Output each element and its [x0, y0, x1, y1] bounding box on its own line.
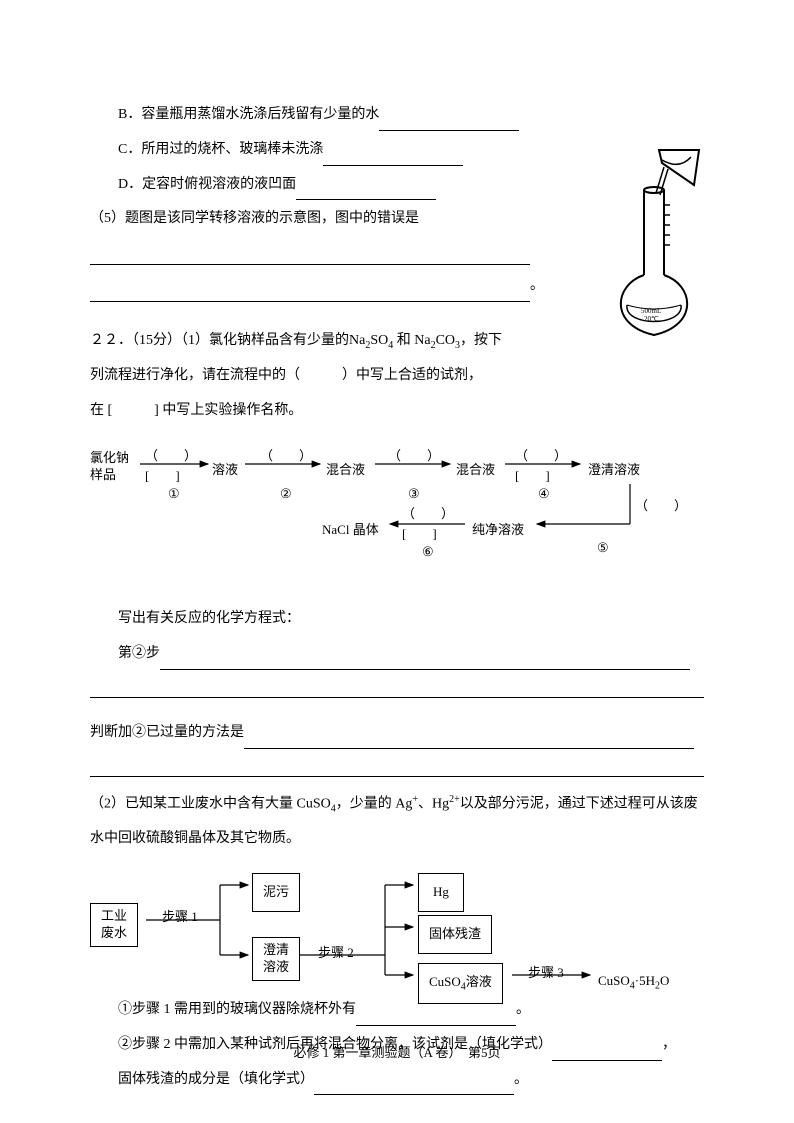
flow-start: 氯化钠样品: [90, 450, 129, 484]
cr2: ·5H: [635, 973, 655, 988]
spacer-2: [90, 702, 704, 718]
p2c: 、Hg: [418, 796, 449, 811]
sq1b: 。: [516, 1002, 530, 1017]
q5-text: （5）题图是该同学转移溶液的示意图，图中的错误是: [90, 211, 419, 226]
box-clear: 澄清溶液: [252, 937, 300, 981]
paren-5: （ ）: [635, 492, 687, 521]
flow-diagram-2: 工业废水 步骤 1 泥污 澄清溶液 步骤 2 Hg 固体残渣 CuSO4溶液 步…: [90, 865, 704, 995]
sol-1: 溶液: [212, 456, 238, 485]
sq1a: ①步骤 1 需用到的玻璃仪器除烧杯外有: [118, 1002, 356, 1017]
bc1: 澄清: [263, 942, 289, 957]
sub-q1: ①步骤 1 需用到的玻璃仪器除烧杯外有 。: [90, 995, 704, 1026]
q22-l2: 列流程进行净化，请在流程中的（ ）中写上合适的试剂，: [90, 368, 482, 383]
flow-diagram-1: 氯化钠样品 （ ） [ ] ① 溶液 （ ） ② 混合液 （ ） ③ 混合液 （…: [90, 434, 704, 604]
cr1: CuSO: [598, 973, 630, 988]
cuso4-b: 溶液: [466, 974, 492, 989]
cr3: O: [660, 973, 669, 988]
p2b: ，少量的 Ag: [336, 796, 413, 811]
judge-label: 判断加②已过量的方法是: [90, 725, 244, 740]
judge-line: 判断加②已过量的方法是: [90, 718, 704, 749]
p2a: （2）已知某工业废水中含有大量 CuSO: [90, 796, 331, 811]
q22-line3: 在 [ ] 中写上实验操作名称。: [90, 396, 704, 427]
num-1: ①: [168, 480, 180, 509]
nacl: NaCl 晶体: [322, 516, 379, 545]
p2l2: 水中回收硫酸铜晶体及其它物质。: [90, 831, 300, 846]
q22-h2d: ，按下: [460, 333, 502, 348]
bw1: 工业: [101, 908, 127, 923]
blank-sq1: [356, 1008, 516, 1026]
pure: 纯净溶液: [472, 516, 524, 545]
opt-c-text: C．所用过的烧杯、玻璃棒未洗涤: [118, 142, 323, 157]
svg-text:500mL: 500mL: [641, 307, 661, 315]
flask-illustration: 500mL 20℃: [594, 145, 704, 345]
blank-d: [296, 182, 436, 200]
blank-b: [379, 113, 519, 131]
step2-line: 第②步: [90, 639, 704, 670]
blank-judge-2: [90, 753, 704, 777]
num-2: ②: [280, 480, 292, 509]
eq-label: 写出有关反应的化学方程式：: [90, 604, 704, 635]
blank-q5-1: [90, 239, 530, 265]
num-6: ⑥: [422, 538, 434, 567]
svg-text:20℃: 20℃: [644, 315, 659, 323]
sq3a: 固体残渣的成分是（填化学式）: [118, 1072, 314, 1087]
fs1: 氯化钠: [90, 450, 129, 465]
step1-label: 步骤 1: [162, 903, 198, 932]
blank-step2: [160, 652, 690, 670]
mix-1: 混合液: [326, 456, 365, 485]
box-hg: Hg: [418, 873, 464, 912]
blank-c: [323, 148, 463, 166]
clear-1: 澄清溶液: [588, 456, 640, 485]
q22-l3: 在 [ ] 中写上实验操作名称。: [90, 403, 302, 418]
q22-h1: ２２．（15分）（1）氯化钠样品含有少量的Na: [90, 333, 365, 348]
p2d: 以及部分污泥，通过下述过程可从该废: [460, 796, 698, 811]
footer-text: 必修 1 第一章测验题（A 卷） 第5页: [294, 1045, 501, 1060]
blank-judge-1: [244, 731, 694, 749]
option-b: B．容量瓶用蒸馏水洗涤后残留有少量的水: [90, 100, 704, 131]
blank-sq3: [314, 1077, 514, 1095]
box-mud: 泥污: [252, 873, 300, 912]
q22-h2b: 和 Na: [393, 333, 430, 348]
eq-text: 写出有关反应的化学方程式：: [118, 611, 300, 626]
q22-line2: 列流程进行净化，请在流程中的（ ）中写上合适的试剂，: [90, 361, 704, 392]
paren-3: （ ）: [388, 442, 440, 471]
blank-eq-full: [90, 674, 704, 698]
fs2: 样品: [90, 467, 116, 482]
cuso4-a: CuSO: [429, 974, 461, 989]
bc2: 溶液: [263, 959, 289, 974]
page-footer: 必修 1 第一章测验题（A 卷） 第5页: [0, 1039, 794, 1068]
paren-2: （ ）: [260, 442, 312, 471]
bw2: 废水: [101, 925, 127, 940]
num-4: ④: [538, 480, 550, 509]
crystal: CuSO4·5H2O: [598, 967, 669, 998]
part2-line2: 水中回收硫酸铜晶体及其它物质。: [90, 824, 704, 855]
blank-q5-2: [90, 284, 530, 302]
q22-h2a: SO: [370, 333, 388, 348]
opt-d-text: D．定容时俯视溶液的液凹面: [118, 177, 296, 192]
sub-q3: 固体残渣的成分是（填化学式） 。: [90, 1065, 704, 1096]
flask-svg: 500mL 20℃: [594, 145, 704, 345]
box-waste: 工业废水: [90, 903, 138, 947]
box-residue: 固体残渣: [418, 915, 492, 954]
opt-b-text: B．容量瓶用蒸馏水洗涤后残留有少量的水: [118, 107, 379, 122]
sq3b: 。: [514, 1072, 528, 1087]
step2-label: 第②步: [118, 646, 160, 661]
mix-2: 混合液: [456, 456, 495, 485]
q22-h2c: CO: [436, 333, 455, 348]
period-1: 。: [530, 278, 544, 293]
box-cuso4: CuSO4溶液: [418, 963, 503, 1004]
num-5: ⑤: [597, 534, 609, 563]
part2-line1: （2）已知某工业废水中含有大量 CuSO4，少量的 Ag+、Hg2+以及部分污泥…: [90, 789, 704, 820]
spacer-3: [90, 781, 704, 789]
step2-label2: 步骤 2: [318, 939, 354, 968]
step3-label: 步骤 3: [528, 959, 564, 988]
